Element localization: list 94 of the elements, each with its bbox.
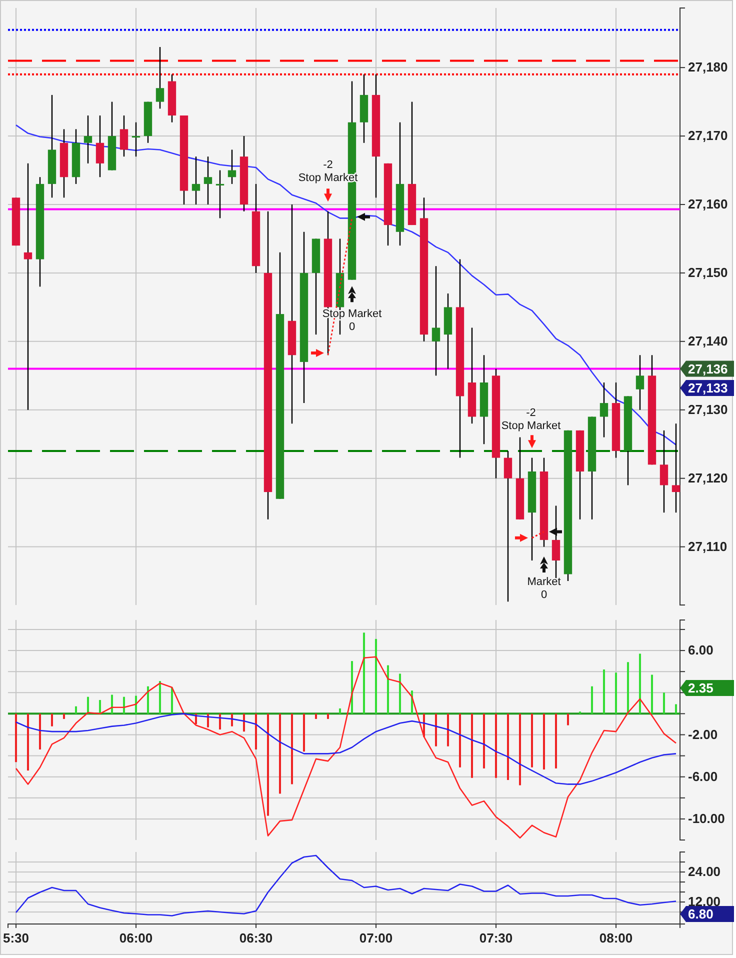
annotation: Market <box>527 576 561 588</box>
bar <box>530 714 533 768</box>
y-tick-label: 6.00 <box>688 642 714 658</box>
y-tick-label: -6.00 <box>688 769 718 784</box>
bar <box>386 665 389 714</box>
candlestick <box>24 162 32 410</box>
bar <box>542 714 545 770</box>
line-series <box>15 124 677 446</box>
bar <box>494 714 497 778</box>
bar <box>26 714 29 771</box>
bar <box>86 696 89 714</box>
bar <box>554 714 557 768</box>
label-tag: 2.35 <box>680 680 734 696</box>
ref-line-label: 27,136 <box>688 361 728 376</box>
candlestick <box>660 430 668 514</box>
bar <box>614 672 617 714</box>
candlestick <box>504 450 512 602</box>
bar <box>254 714 257 750</box>
bar <box>674 704 677 714</box>
candlestick <box>84 114 92 164</box>
bar <box>314 714 317 719</box>
bar <box>506 714 509 780</box>
y-tick-label: 27,140 <box>688 334 728 349</box>
bar <box>518 714 521 786</box>
candlestick <box>96 114 104 178</box>
bar <box>230 714 233 726</box>
bar <box>434 714 437 746</box>
bar <box>590 686 593 714</box>
candlestick <box>216 170 224 219</box>
bar <box>566 714 569 726</box>
bar <box>458 714 461 768</box>
bar <box>278 714 281 794</box>
line-series <box>15 713 677 785</box>
annotation: Stop Market <box>501 420 561 432</box>
bar <box>242 714 245 732</box>
bar <box>158 681 161 714</box>
y-tick-label: 27,130 <box>688 402 728 418</box>
bar <box>302 714 305 752</box>
annotation: 0 <box>540 588 548 601</box>
x-tick-label: 5:30 <box>2 930 30 946</box>
y-tick-label: 27,170 <box>688 128 728 144</box>
y-tick-label: 27,160 <box>688 196 728 212</box>
y-tick-label: 27,150 <box>688 265 728 280</box>
y-tick-label: -2.00 <box>688 726 718 742</box>
bar <box>482 714 485 768</box>
bar <box>350 661 353 714</box>
label-tag: 6.80 <box>680 906 734 922</box>
bar <box>218 714 221 730</box>
candlestick <box>636 354 644 410</box>
bar <box>362 632 365 714</box>
line-series <box>15 656 677 839</box>
y-tick-label: 27,120 <box>688 470 728 486</box>
bar <box>50 714 53 726</box>
bar <box>650 674 653 714</box>
bar <box>398 674 401 714</box>
bar <box>170 687 173 714</box>
bar <box>266 714 269 816</box>
candlestick <box>156 46 164 110</box>
x-tick-label: 08:00 <box>599 930 633 946</box>
bar <box>290 714 293 784</box>
candlestick <box>228 149 236 185</box>
annotation: -2 <box>323 158 333 171</box>
bar <box>110 694 113 714</box>
candlestick <box>432 266 440 376</box>
y-tick-label: 24.00 <box>688 864 721 880</box>
bar <box>602 669 605 714</box>
line-series <box>15 854 677 916</box>
bar <box>470 714 473 778</box>
candlestick <box>120 114 128 158</box>
bar <box>374 638 377 714</box>
bar <box>98 700 101 714</box>
bar <box>626 662 629 714</box>
label-tag: 27,133 <box>680 380 734 396</box>
bar <box>662 692 665 714</box>
bar <box>74 706 77 714</box>
x-tick-label: 06:00 <box>119 930 153 946</box>
bar <box>446 714 449 746</box>
x-tick-label: 06:30 <box>239 930 273 946</box>
candlestick <box>192 156 200 206</box>
y-tick-label: 27,110 <box>688 538 728 554</box>
candlestick <box>600 382 608 438</box>
annotation: -2 <box>526 406 536 419</box>
candlestick <box>132 122 140 158</box>
x-tick-label: 07:30 <box>479 930 513 946</box>
candlestick <box>204 156 212 206</box>
annotation: 0 <box>348 320 356 333</box>
bar <box>326 714 329 719</box>
bar <box>146 686 149 714</box>
bar <box>638 654 641 714</box>
bar <box>38 714 41 750</box>
y-tick-label: 27,180 <box>688 60 728 75</box>
y-tick-label: -10.00 <box>688 811 725 826</box>
bar <box>338 708 341 714</box>
x-tick-label: 07:00 <box>359 930 393 946</box>
